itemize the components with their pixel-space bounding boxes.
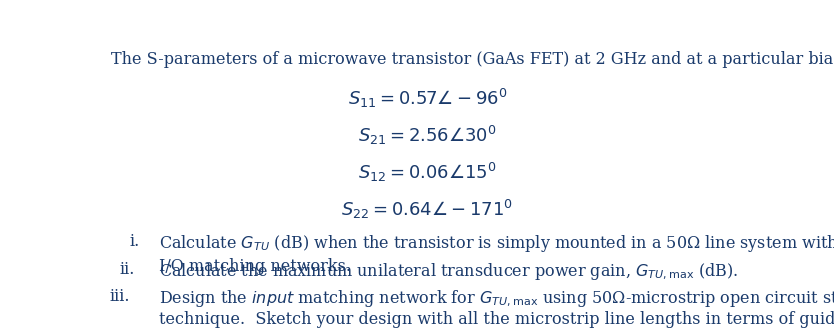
Text: iii.: iii.	[109, 288, 130, 305]
Text: i.: i.	[129, 233, 140, 250]
Text: ii.: ii.	[120, 261, 135, 278]
Text: $S_{21} = 2.56\angle 30^{0}$: $S_{21} = 2.56\angle 30^{0}$	[358, 124, 497, 147]
Text: technique.  Sketch your design with all the microstrip line lengths in terms of : technique. Sketch your design with all t…	[159, 311, 834, 328]
Text: The S-parameters of a microwave transistor (GaAs FET) at 2 GHz and at a particul: The S-parameters of a microwave transist…	[111, 51, 834, 68]
Text: I/O matching networks.: I/O matching networks.	[159, 258, 351, 276]
Text: $S_{22} = 0.64\angle -171^{0}$: $S_{22} = 0.64\angle -171^{0}$	[341, 198, 514, 221]
Text: Design the $\mathbf{\mathit{input}}$ matching network for $G_{TU,\mathrm{max}}$ : Design the $\mathbf{\mathit{input}}$ mat…	[159, 288, 834, 309]
Text: $S_{11} = 0.57\angle -96^{0}$: $S_{11} = 0.57\angle -96^{0}$	[348, 87, 507, 110]
Text: $S_{12} = 0.06\angle 15^{0}$: $S_{12} = 0.06\angle 15^{0}$	[358, 161, 497, 184]
Text: Calculate $G_{TU}$ (dB) when the transistor is simply mounted in a 50Ω line syst: Calculate $G_{TU}$ (dB) when the transis…	[159, 233, 834, 254]
Text: Calculate the maximum unilateral transducer power gain, $G_{TU,\mathrm{max}}$ (d: Calculate the maximum unilateral transdu…	[159, 261, 739, 282]
